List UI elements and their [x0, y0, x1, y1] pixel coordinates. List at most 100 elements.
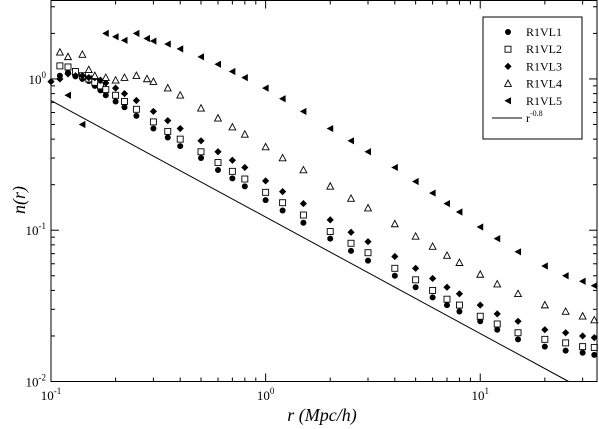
data-point	[476, 301, 484, 309]
data-point	[391, 272, 398, 279]
data-point	[348, 247, 355, 254]
data-point	[120, 73, 129, 81]
data-point	[112, 84, 120, 92]
data-point	[456, 308, 463, 315]
data-point	[299, 211, 307, 219]
data-point	[213, 113, 223, 122]
legend-marker	[503, 79, 513, 87]
data-point	[562, 347, 569, 354]
axis-ticks	[50, 0, 597, 382]
data-point	[494, 326, 501, 333]
data-point	[347, 228, 355, 236]
data-point	[541, 262, 548, 270]
data-point	[71, 72, 80, 80]
data-point	[411, 231, 420, 240]
data-point	[150, 125, 157, 132]
data-point	[262, 197, 269, 204]
data-point	[101, 73, 110, 81]
data-point	[149, 77, 158, 85]
data-point	[149, 118, 157, 126]
data-point	[229, 175, 236, 182]
data-point	[279, 188, 287, 196]
data-point	[176, 45, 184, 53]
data-point	[579, 277, 586, 285]
data-point	[412, 284, 419, 291]
data-point	[562, 329, 570, 337]
series-r1vl1	[56, 69, 598, 358]
data-point	[228, 67, 236, 76]
data-point	[102, 79, 110, 87]
data-point	[493, 320, 501, 328]
data-point	[412, 177, 419, 186]
data-point	[261, 142, 270, 151]
data-point	[163, 83, 172, 92]
data-point	[214, 159, 222, 167]
legend-marker	[504, 97, 511, 105]
data-point	[121, 104, 128, 111]
data-point	[327, 235, 334, 242]
series-r1vl3	[47, 70, 598, 342]
legend-label: r-0.8	[526, 109, 543, 125]
data-point	[197, 53, 205, 61]
legend-label: R1VL4	[526, 77, 562, 91]
legend-label: R1VL2	[526, 42, 562, 56]
data-point	[78, 72, 86, 80]
legend-label: R1VL5	[526, 94, 562, 108]
data-point	[493, 279, 502, 288]
reference-line	[50, 100, 569, 382]
data-point	[562, 339, 570, 347]
data-point	[78, 120, 86, 129]
data-point	[429, 286, 437, 294]
data-point	[96, 76, 105, 84]
data-point	[476, 223, 484, 231]
series-r1vl4	[55, 47, 599, 324]
data-point	[132, 71, 141, 79]
data-point	[278, 153, 287, 162]
data-point	[64, 63, 72, 71]
legend-marker	[504, 62, 512, 70]
data-point	[591, 351, 598, 358]
data-point	[541, 343, 548, 350]
data-point	[149, 107, 157, 116]
data-point	[346, 193, 356, 202]
data-point	[493, 310, 501, 318]
data-point	[279, 95, 286, 103]
data-point	[590, 343, 598, 351]
data-point	[164, 117, 172, 125]
data-point	[455, 290, 464, 298]
data-point	[228, 156, 236, 164]
data-point	[214, 60, 222, 68]
data-point	[55, 47, 65, 56]
series-r1vl5	[64, 29, 598, 290]
data-point	[102, 86, 110, 94]
data-point	[443, 283, 451, 291]
data-point	[176, 90, 185, 99]
data-point	[240, 129, 249, 138]
data-point	[228, 122, 237, 131]
data-point	[579, 343, 587, 351]
data-point	[412, 264, 420, 272]
data-point	[514, 329, 522, 337]
data-point	[197, 148, 205, 156]
data-point	[120, 36, 128, 44]
data-point	[365, 257, 372, 264]
data-point	[429, 274, 437, 283]
data-point	[176, 124, 184, 133]
data-point	[63, 52, 73, 61]
y-tick-label: 10-1	[26, 221, 47, 238]
data-point	[120, 90, 129, 98]
data-point	[561, 306, 570, 315]
data-point	[579, 349, 586, 356]
legend-box	[482, 16, 583, 140]
data-point	[364, 249, 372, 257]
x-tick-label: 101	[471, 386, 489, 403]
series-r1vl2	[56, 62, 598, 351]
data-point	[215, 167, 222, 174]
data-point	[391, 252, 399, 261]
plot-series	[47, 29, 599, 358]
data-point	[326, 228, 334, 235]
data-point	[590, 282, 598, 290]
data-point	[262, 84, 269, 92]
y-tick-label: 100	[29, 70, 47, 87]
data-point	[241, 175, 249, 183]
